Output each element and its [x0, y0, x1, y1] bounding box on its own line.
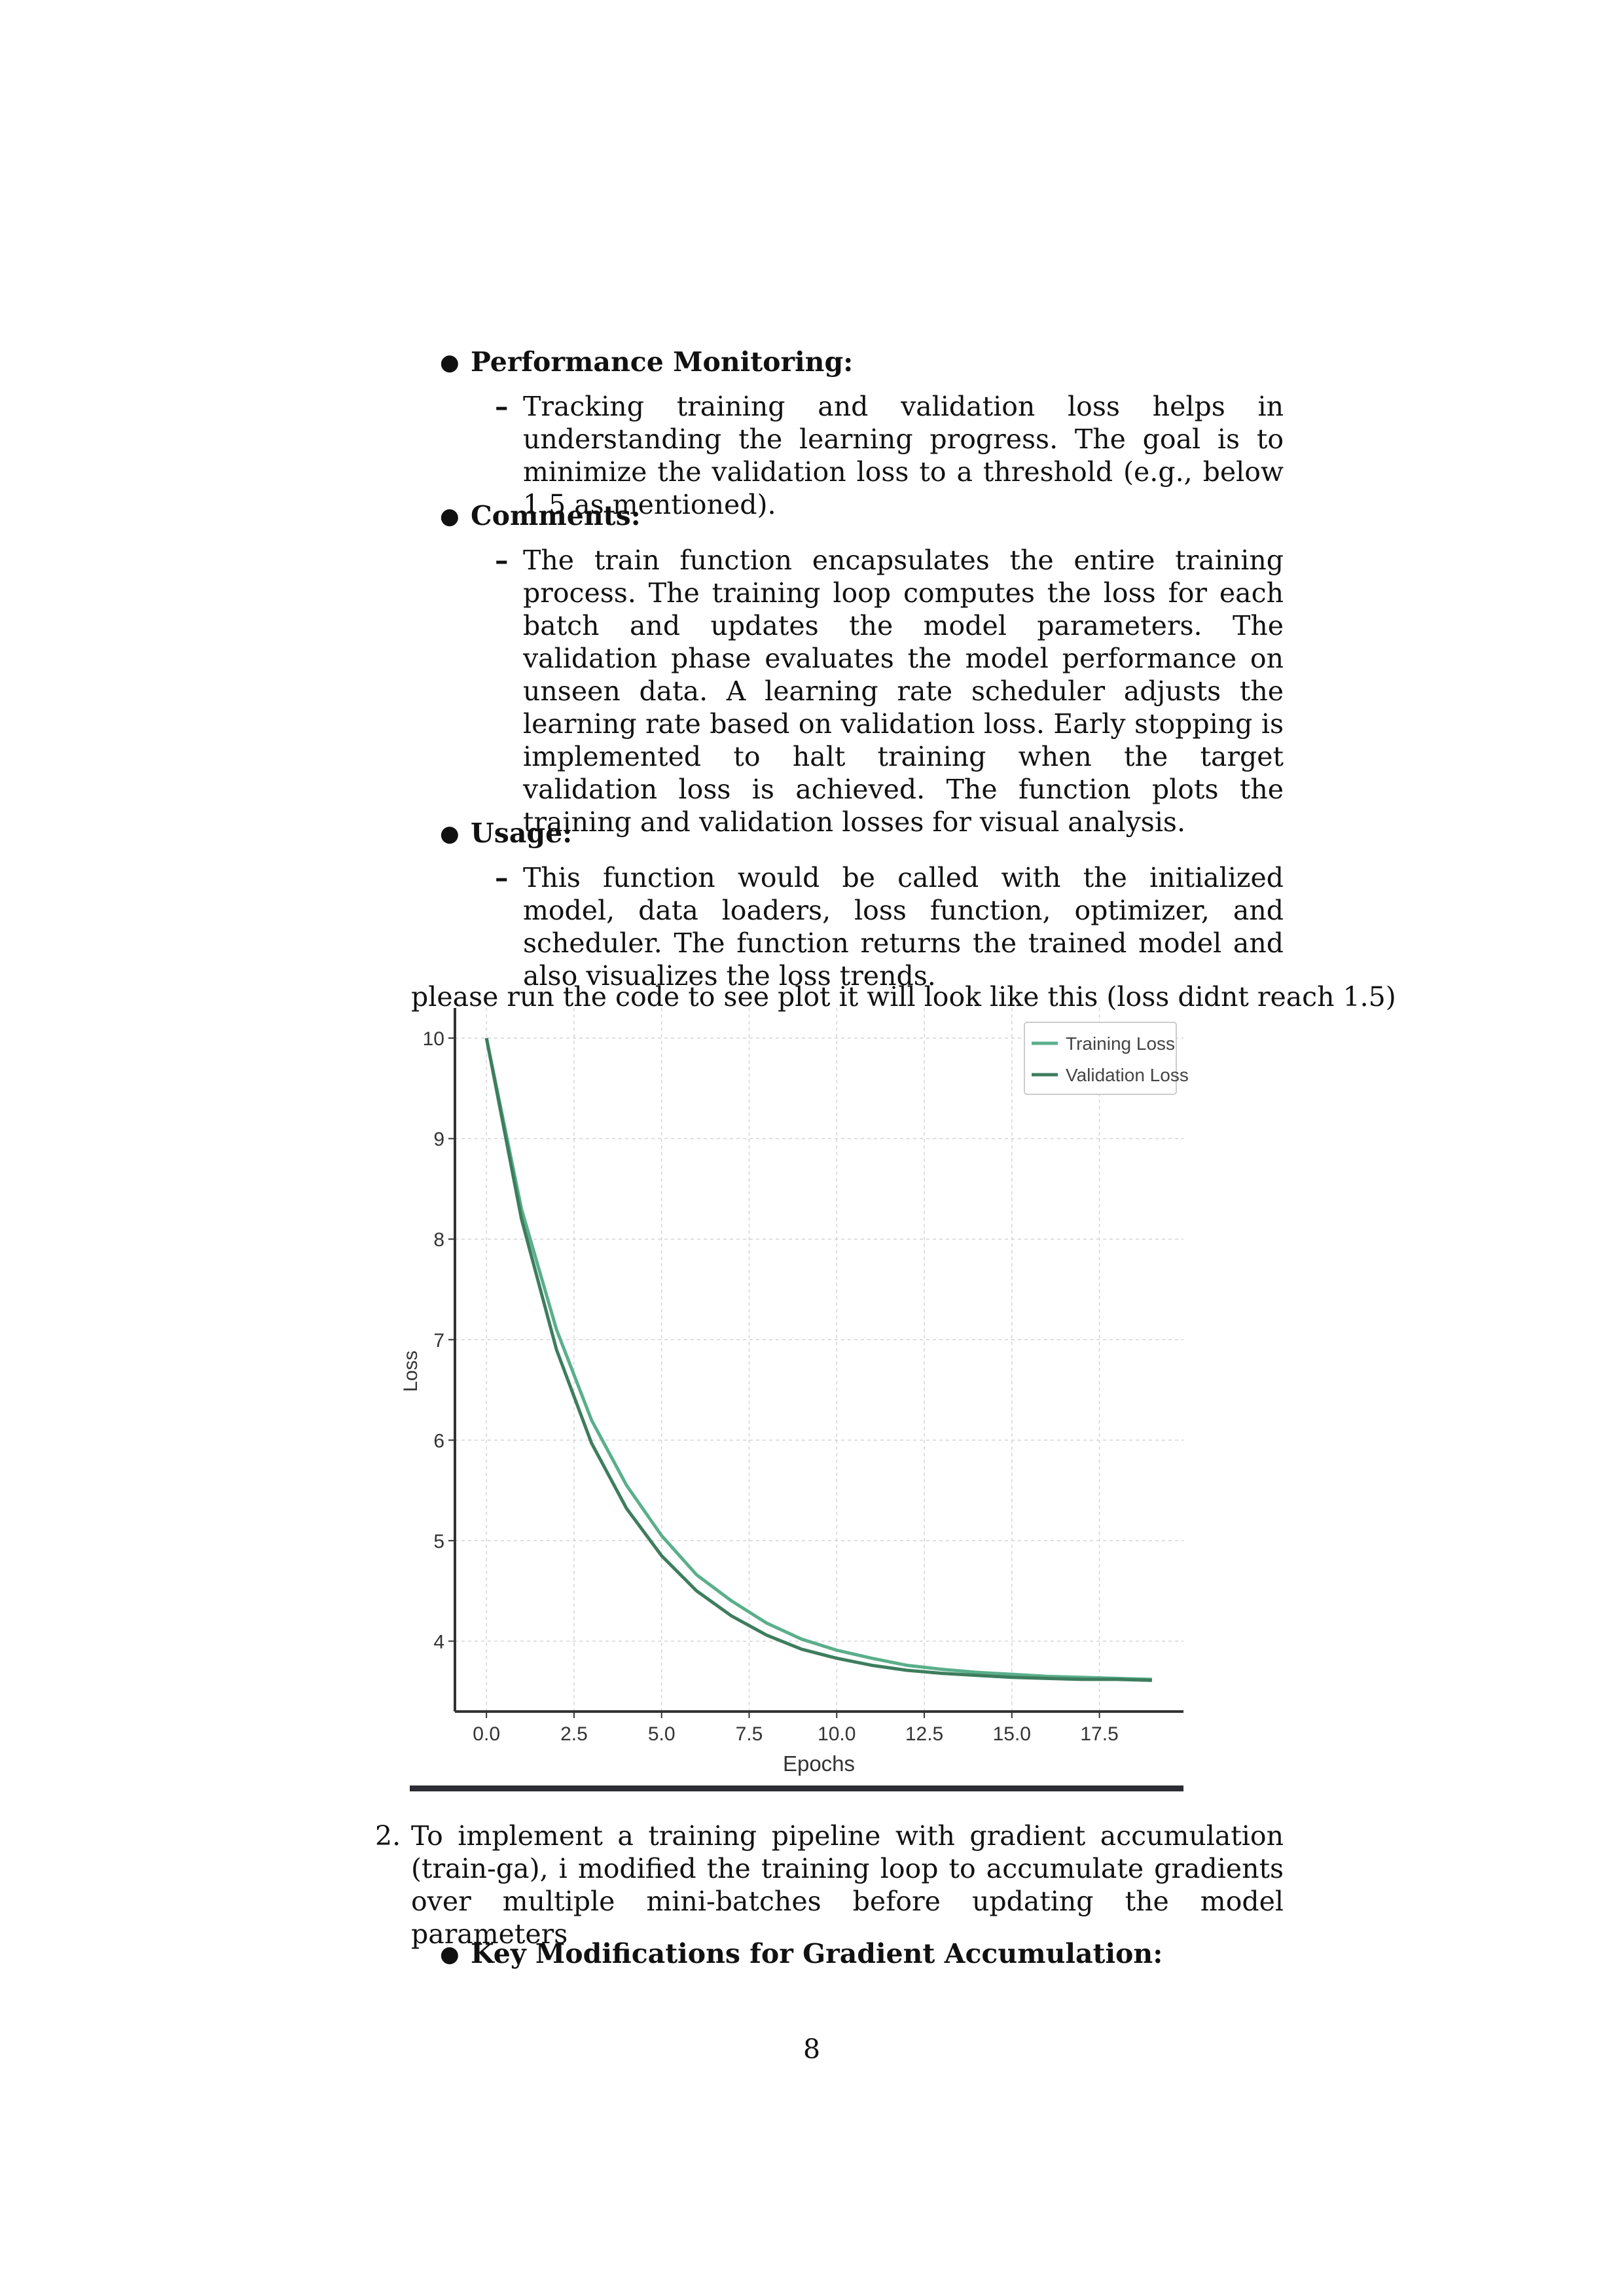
dash-comments: – — [495, 545, 509, 576]
grid — [455, 1008, 1183, 1712]
text-usage: This function would be called with the i… — [523, 862, 1284, 992]
x-tick-label: 7.5 — [736, 1723, 763, 1745]
axes — [454, 1008, 1183, 1713]
y-tick-label: 7 — [433, 1330, 444, 1352]
heading-usage: Usage: — [471, 817, 573, 849]
bullet-comments: ● — [440, 503, 460, 529]
heading-comments: Comments: — [471, 500, 641, 531]
x-tick-label: 0.0 — [473, 1723, 500, 1745]
series-line-validation-loss — [484, 1037, 1152, 1682]
legend-label-training-loss: Training Loss — [1066, 1033, 1175, 1054]
y-tick-label: 5 — [433, 1531, 444, 1552]
bullet-usage: ● — [440, 821, 460, 847]
y-tick-label: 4 — [433, 1632, 444, 1653]
y-axis-label: Loss — [400, 1350, 422, 1391]
x-tick-label: 17.5 — [1080, 1723, 1118, 1745]
y-tick-label: 8 — [433, 1229, 444, 1251]
x-tick-label: 12.5 — [905, 1723, 943, 1745]
y-tick-label: 9 — [433, 1129, 444, 1151]
text-comments: The train function encapsulates the enti… — [523, 545, 1284, 838]
legend-label-validation-loss: Validation Loss — [1066, 1065, 1189, 1085]
x-tick-label: 15.0 — [993, 1723, 1031, 1745]
x-axis-label: Epochs — [783, 1751, 855, 1776]
heading-key-modifications: Key Modifications for Gradient Accumulat… — [471, 1938, 1163, 1969]
ticks: 0.0 2.5 5.0 7.5 10.0 12.5 15.0 17.5 4 5 6 7 8 9 10 — [423, 1028, 1119, 1745]
dash-usage: – — [495, 862, 509, 893]
text-item-2: To implement a training pipeline with gr… — [411, 1820, 1284, 1950]
x-tick-label: 5.0 — [648, 1723, 676, 1745]
x-tick-label: 2.5 — [560, 1723, 588, 1745]
y-tick-label: 10 — [423, 1028, 444, 1050]
y-tick-label: 6 — [433, 1430, 444, 1452]
chart-bottom-rule — [410, 1785, 1183, 1791]
text-performance-monitoring: Tracking training and validation loss he… — [523, 391, 1284, 520]
dash-performance: – — [495, 391, 509, 422]
plot-note: please run the code to see plot it will … — [411, 981, 1396, 1013]
x-tick-label: 10.0 — [818, 1723, 856, 1745]
bullet-key-modifications: ● — [440, 1941, 460, 1967]
legend-frame — [1024, 1022, 1177, 1095]
list-number-2: 2. — [375, 1820, 401, 1852]
series-line-training-loss — [484, 1037, 1152, 1681]
heading-performance-monitoring: Performance Monitoring: — [471, 346, 854, 378]
loss-chart: 0.0 2.5 5.0 7.5 10.0 12.5 15.0 17.5 4 5 6 7 8 9 10 Epo… — [400, 1008, 1189, 1776]
bullet-performance: ● — [440, 350, 460, 376]
page-number: 8 — [803, 2034, 821, 2065]
legend: Training Loss Validation Loss — [1024, 1022, 1189, 1095]
series — [484, 1037, 1152, 1682]
